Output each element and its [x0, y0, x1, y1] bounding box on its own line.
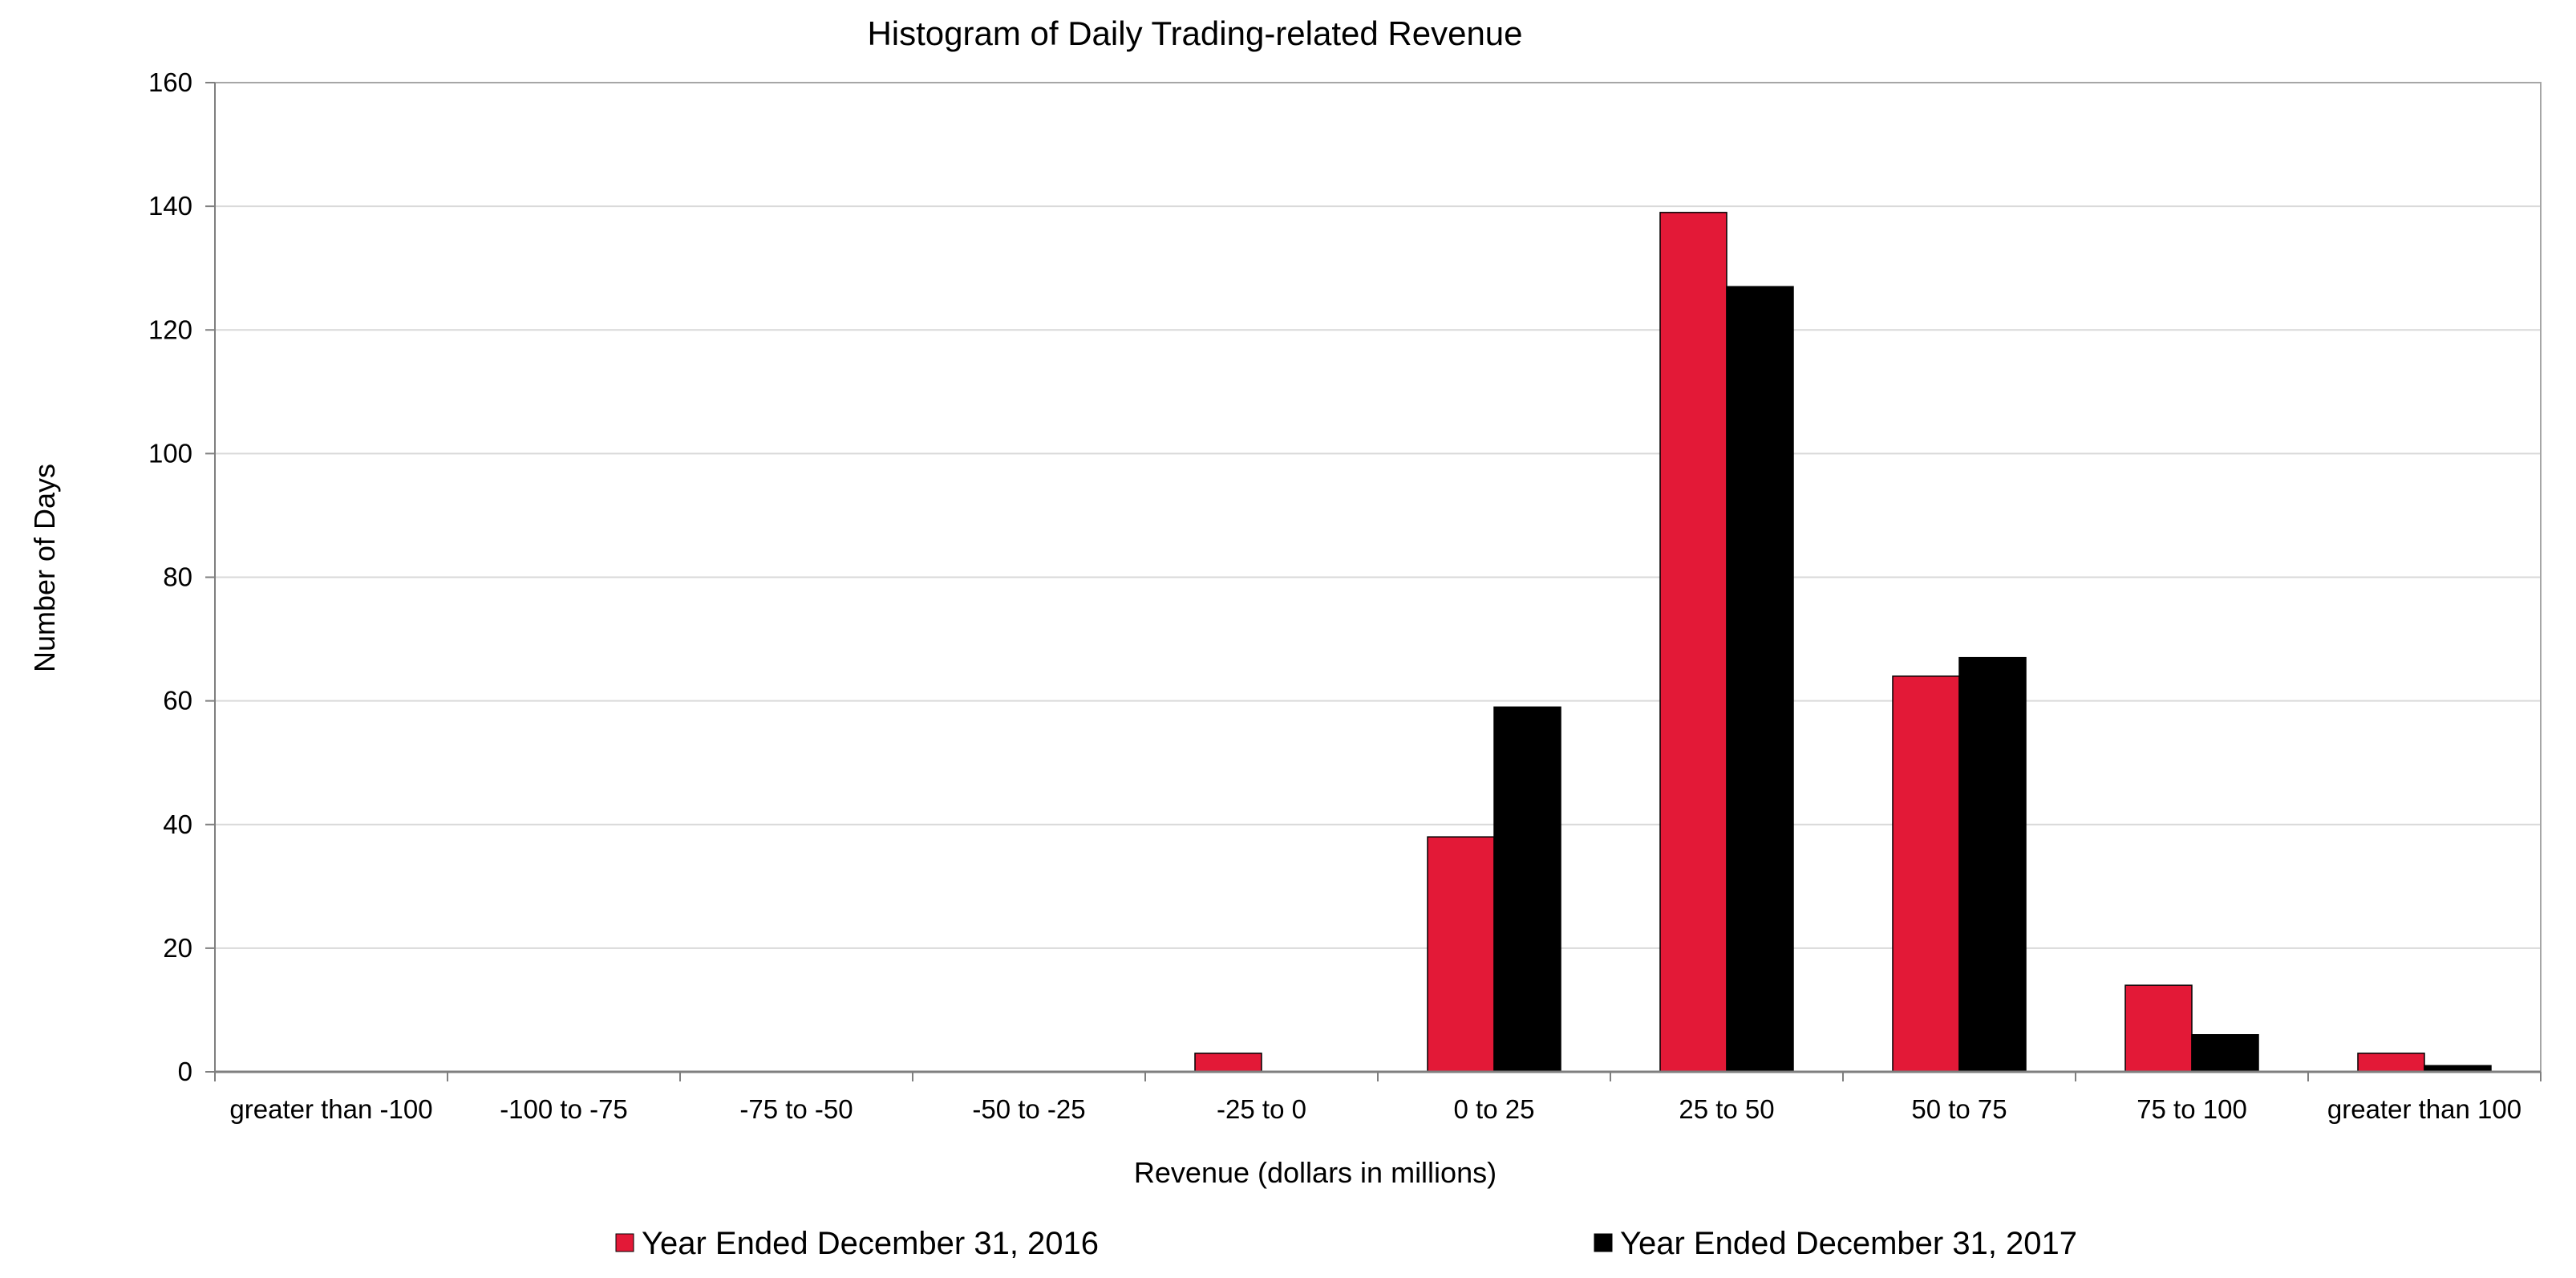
y-tick-label: 160: [148, 67, 192, 97]
y-tick-label: 80: [163, 562, 192, 592]
x-tick-label: -50 to -25: [972, 1094, 1085, 1124]
bars: [1194, 212, 2492, 1073]
x-tick-labels: greater than -100 -100 to -75 -75 to -50 -5…: [229, 1094, 2521, 1124]
x-tick-label: -25 to 0: [1217, 1094, 1306, 1124]
x-tick-label: greater than 100: [2327, 1094, 2521, 1124]
legend-label: Year Ended December 31, 2017: [1620, 1226, 2077, 1261]
y-tick-labels: 0 20 40 60 80 100 120 140 160: [148, 67, 192, 1086]
axes: [205, 82, 2542, 1081]
legend: Year Ended December 31, 2016 Year Ended D…: [615, 1226, 2077, 1261]
x-tick-label: -75 to -50: [739, 1094, 853, 1124]
y-tick-label: 100: [148, 438, 192, 468]
bar-2017: [1726, 286, 1794, 1073]
x-tick-label: -100 to -75: [500, 1094, 628, 1124]
bar-2017: [1493, 706, 1561, 1073]
bar-2016: [2124, 984, 2193, 1073]
bar-2016: [1427, 836, 1495, 1073]
x-tick-label: 75 to 100: [2137, 1094, 2247, 1124]
y-tick-label: 40: [163, 809, 192, 839]
bar-2016: [2357, 1053, 2425, 1073]
y-tick-label: 60: [163, 686, 192, 716]
bar-2016: [1659, 212, 1727, 1073]
legend-label: Year Ended December 31, 2016: [642, 1226, 1099, 1261]
y-tick-label: 120: [148, 314, 192, 344]
y-tick-label: 140: [148, 191, 192, 221]
chart-title: Histogram of Daily Trading-related Reven…: [867, 14, 1522, 52]
legend-swatch: [615, 1233, 634, 1252]
x-axis-title: Revenue (dollars in millions): [1134, 1156, 1497, 1189]
gridlines: [215, 205, 2541, 949]
bar-2017: [1958, 656, 2027, 1073]
y-tick-label: 0: [178, 1057, 192, 1086]
x-tick-label: 25 to 50: [1679, 1094, 1774, 1124]
y-axis-title: Number of Days: [28, 464, 61, 672]
x-tick-label: greater than -100: [229, 1094, 432, 1124]
x-tick-label: 50 to 75: [1911, 1094, 2007, 1124]
x-tick-label: 0 to 25: [1454, 1094, 1535, 1124]
y-tick-label: 20: [163, 933, 192, 963]
legend-swatch: [1594, 1233, 1613, 1252]
bar-2016: [1892, 676, 1960, 1073]
bar-2016: [1194, 1053, 1262, 1073]
bar-2017: [2191, 1034, 2259, 1073]
